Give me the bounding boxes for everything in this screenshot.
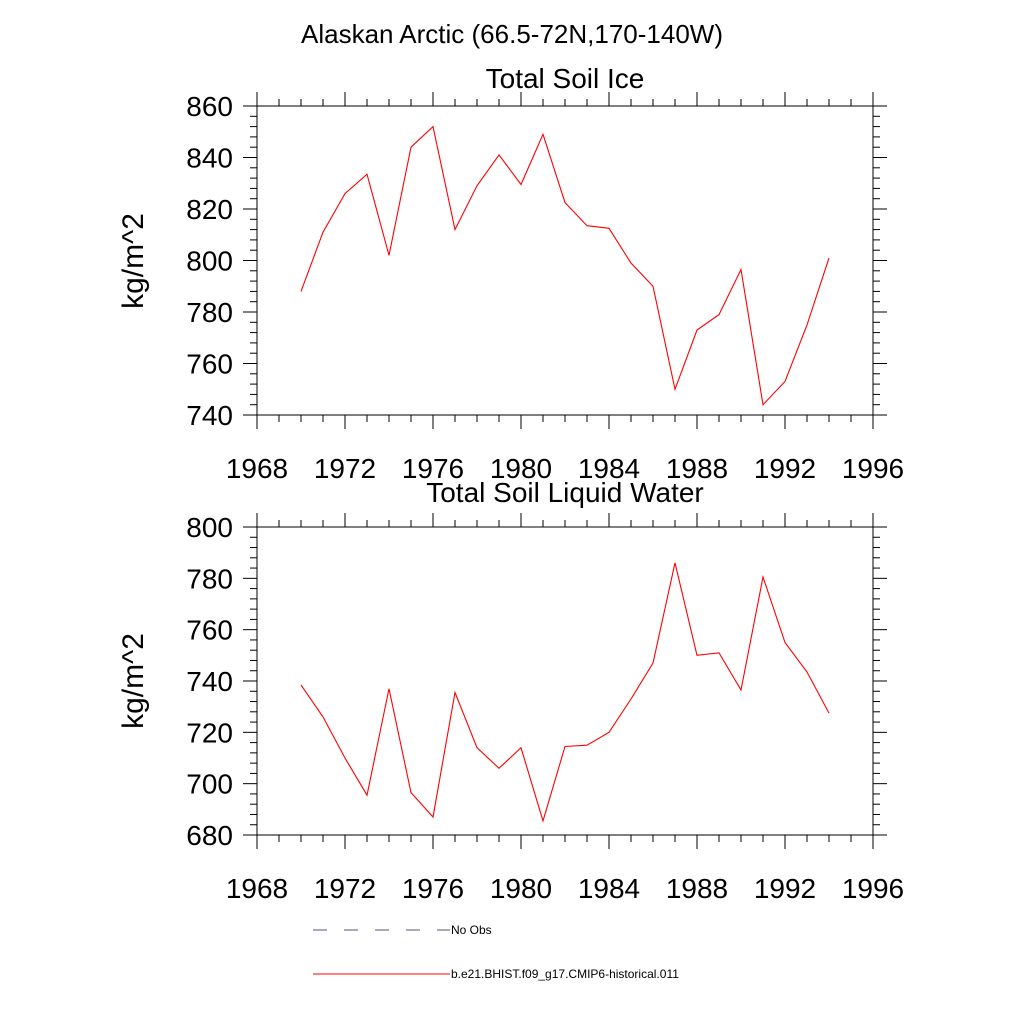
panel-title: Total Soil Ice <box>486 63 645 94</box>
y-tick-label: 740 <box>186 666 233 697</box>
x-tick-label: 1992 <box>754 873 816 904</box>
figure-suptitle: Alaskan Arctic (66.5-72N,170-140W) <box>301 19 723 49</box>
x-tick-label: 1980 <box>490 453 552 484</box>
y-tick-label: 780 <box>186 563 233 594</box>
series-line <box>300 562 830 823</box>
y-tick-label: 800 <box>186 512 233 543</box>
y-tick-label: 820 <box>186 194 233 225</box>
y-tick-label: 860 <box>186 91 233 122</box>
plot-frame <box>256 105 874 416</box>
panel-total-soil-ice: Total Soil Ice kg/m^2 1968 1972 1976 1980 19… <box>117 63 904 484</box>
x-tick-label: 1988 <box>666 453 728 484</box>
x-tick-label: 1996 <box>842 453 904 484</box>
x-tick-label: 1976 <box>402 873 464 904</box>
x-tick-label: 1984 <box>578 873 640 904</box>
y-tick-label: 720 <box>186 717 233 748</box>
y-tick-label: 800 <box>186 246 233 277</box>
y-tick-label: 840 <box>186 143 233 174</box>
x-tick-label: 1968 <box>226 873 288 904</box>
x-tick-label: 1968 <box>226 453 288 484</box>
x-tick-label: 1972 <box>314 453 376 484</box>
plot-frame <box>256 526 874 836</box>
x-tick-label: 1988 <box>666 873 728 904</box>
y-axis-label: kg/m^2 <box>117 633 150 729</box>
y-tick-label: 760 <box>186 615 233 646</box>
panel-total-soil-liquid-water: Total Soil Liquid Water kg/m^2 1968 1972 1… <box>117 477 904 904</box>
series-line <box>300 125 830 406</box>
y-tick-label: 760 <box>186 349 233 380</box>
legend-label-no-obs: No Obs <box>451 923 492 937</box>
legend-label-model: b.e21.BHIST.f09_g17.CMIP6-historical.011 <box>451 967 679 981</box>
y-tick-label: 700 <box>186 769 233 800</box>
x-tick-label: 1972 <box>314 873 376 904</box>
x-tick-label: 1976 <box>402 453 464 484</box>
x-tick-label: 1992 <box>754 453 816 484</box>
legend: No Obs b.e21.BHIST.f09_g17.CMIP6-histori… <box>313 923 679 981</box>
y-tick-label: 680 <box>186 820 233 851</box>
x-tick-label: 1996 <box>842 873 904 904</box>
y-axis-label: kg/m^2 <box>117 213 150 309</box>
panel-title: Total Soil Liquid Water <box>426 477 704 508</box>
y-tick-label: 780 <box>186 297 233 328</box>
x-tick-label: 1980 <box>490 873 552 904</box>
x-tick-label: 1984 <box>578 453 640 484</box>
y-tick-label: 740 <box>186 400 233 431</box>
